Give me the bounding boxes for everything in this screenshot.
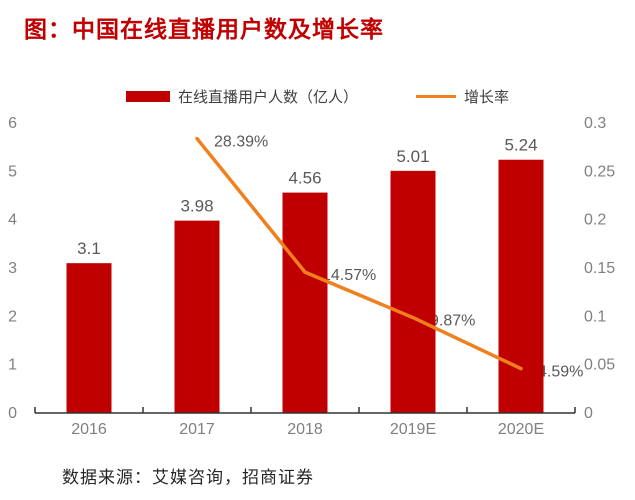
bar-2017 [174, 220, 220, 413]
growth-label-2018: 14.57% [322, 267, 376, 284]
legend-item-growth: 增长率 [416, 86, 509, 107]
left-axis-tick-5: 5 [8, 163, 17, 180]
bar-2019E [390, 170, 436, 413]
legend-bar-label: 在线直播用户人数（亿人） [177, 89, 358, 106]
right-axis-tick-0.25: 0.25 [584, 163, 615, 180]
x-axis-label-2017: 2017 [179, 421, 215, 438]
legend-line-label: 增长率 [464, 89, 510, 106]
legend-item-users: 在线直播用户人数（亿人） [125, 86, 358, 107]
legend: 在线直播用户人数（亿人） 增长率 [0, 86, 635, 107]
data-source-note: 数据来源：艾媒咨询，招商证券 [62, 468, 314, 487]
growth-label-2019E: 9.87% [430, 313, 475, 330]
bar-2016 [66, 263, 112, 413]
growth-rate-line [195, 136, 523, 371]
x-axis-label-2016: 2016 [71, 421, 107, 438]
line-series-swatch [416, 94, 456, 99]
bar-value-label-2018: 4.56 [288, 169, 321, 188]
chart-title: 图：中国在线直播用户数及增长率 [24, 16, 384, 42]
x-axis-label-2018: 2018 [287, 421, 323, 438]
x-axis-label-2020E: 2020E [498, 421, 544, 438]
bar-2018 [282, 192, 328, 413]
right-axis-tick-0.15: 0.15 [584, 260, 615, 277]
right-axis-tick-0.2: 0.2 [584, 212, 606, 229]
left-axis-tick-0: 0 [8, 405, 17, 422]
bar-value-label-2016: 3.1 [77, 239, 101, 258]
left-axis-tick-3: 3 [8, 260, 17, 277]
growth-label-2020E: 4.59% [538, 364, 583, 381]
left-axis-tick-1: 1 [8, 357, 17, 374]
right-axis-tick-0.3: 0.3 [584, 115, 606, 132]
growth-label-2017: 28.39% [214, 134, 268, 151]
x-axis-label-2019E: 2019E [390, 421, 436, 438]
right-axis-tick-0.05: 0.05 [584, 357, 615, 374]
bar-value-label-2017: 3.98 [180, 197, 213, 216]
right-axis-tick-0: 0 [584, 405, 593, 422]
left-axis-tick-4: 4 [8, 212, 17, 229]
left-axis-tick-6: 6 [8, 115, 17, 132]
bar-2020E [498, 159, 544, 413]
right-axis-tick-0.1: 0.1 [584, 308, 606, 325]
bar-value-label-2019E: 5.01 [396, 147, 429, 166]
bar-series-swatch [125, 91, 170, 102]
bar-value-label-2020E: 5.24 [504, 136, 537, 155]
left-axis-tick-2: 2 [8, 308, 17, 325]
